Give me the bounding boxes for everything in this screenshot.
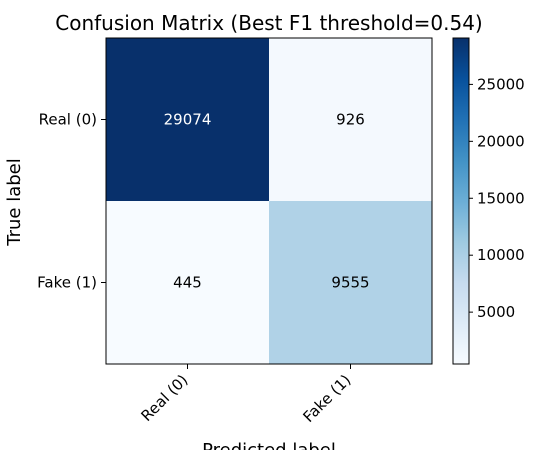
colorbar-tick-label: 15000 [477, 189, 525, 207]
cell-value-label: 445 [173, 274, 202, 292]
y-axis-label: True label [4, 158, 25, 247]
heatmap-cell [269, 38, 432, 201]
cell-value-label: 29074 [164, 111, 212, 129]
x-tick-label: Real (0) [138, 371, 192, 425]
heatmap-cell [269, 201, 432, 364]
colorbar-tick-label: 20000 [477, 132, 525, 150]
heatmap-cells: 29074 926 445 9555 [106, 38, 432, 364]
cell-value-label: 9555 [331, 274, 369, 292]
colorbar-gradient [452, 37, 470, 365]
x-tick-label: Fake (1) [299, 371, 354, 426]
x-axis-label: Predicted label [202, 440, 336, 450]
colorbar-tick-label: 5000 [477, 303, 515, 321]
heatmap-cell [106, 38, 269, 201]
colorbar: 5000 10000 15000 20000 25000 [452, 37, 525, 365]
plot-frame [105, 37, 433, 365]
y-tick-label: Fake (1) [37, 274, 97, 292]
cell-value-label: 926 [336, 111, 365, 129]
chart-title: Confusion Matrix (Best F1 threshold=0.54… [55, 11, 482, 35]
colorbar-tick-label: 25000 [477, 75, 525, 93]
y-tick-label: Real (0) [39, 111, 97, 129]
colorbar-tick-label: 10000 [477, 246, 525, 264]
heatmap-cell [106, 201, 269, 364]
